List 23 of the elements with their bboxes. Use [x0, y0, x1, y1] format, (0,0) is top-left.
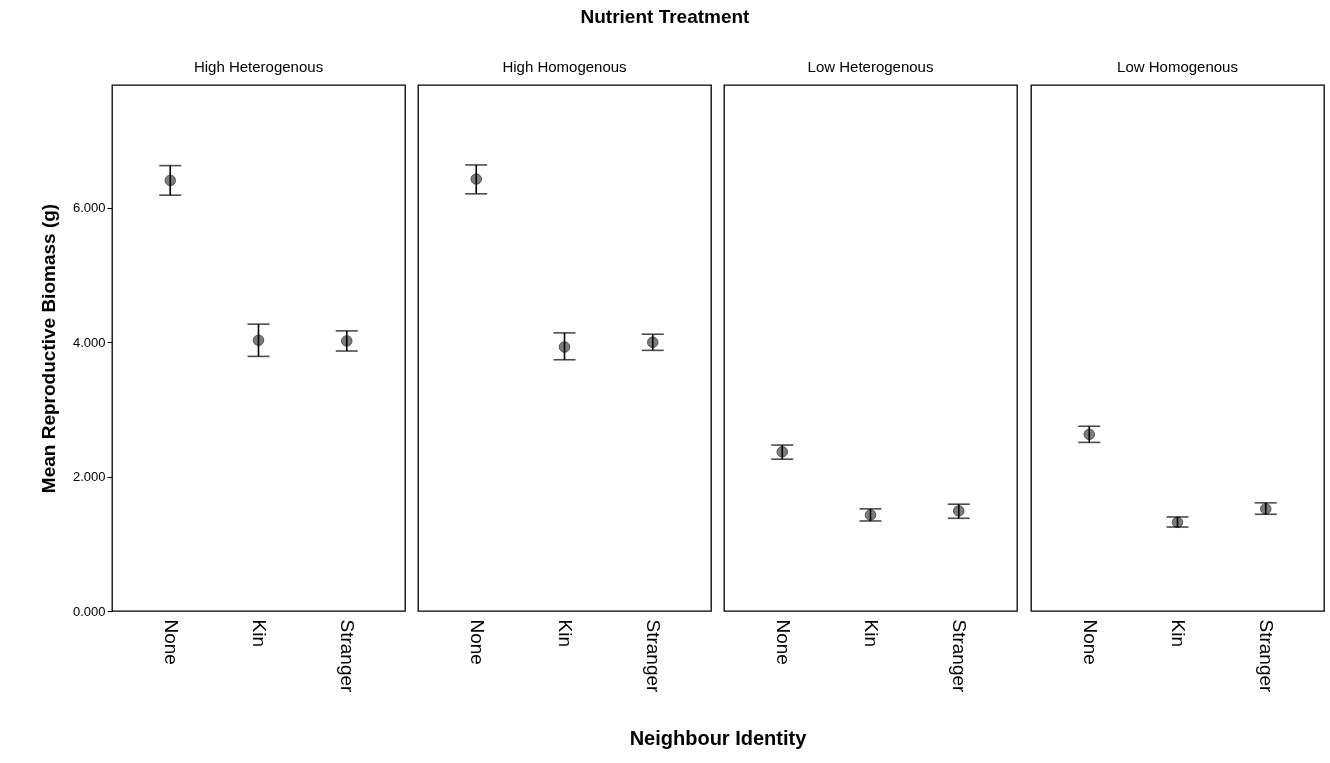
chart-title: Low Homogenous: [1117, 58, 1238, 75]
x-tick-label: Stranger: [337, 619, 359, 694]
x-tick-label: Kin: [555, 619, 576, 647]
y-tick-label: 2.000: [72, 469, 106, 485]
chart-title: High Homogenous: [502, 58, 627, 75]
y-tick-label: 0.000: [72, 603, 106, 619]
x-tick-label: Kin: [1168, 619, 1189, 647]
y-axis-title: Mean Reproductive Biomass (g): [37, 203, 59, 494]
x-tick-label: Stranger: [1256, 619, 1278, 694]
x-tick-label: None: [466, 619, 488, 665]
chart-title: Low Heterogenous: [807, 58, 934, 75]
x-tick-label: None: [1079, 619, 1101, 665]
x-tick-label: Stranger: [643, 619, 665, 694]
x-tick-label: Kin: [861, 619, 882, 647]
y-tick-label: 6.000: [72, 200, 106, 216]
y-tick-label: 4.000: [72, 334, 106, 350]
text: Nutrient Treatment: [579, 6, 751, 28]
x-tick-label: Stranger: [949, 619, 971, 694]
text: Neighbour Identity: [628, 727, 808, 750]
x-tick-label: None: [772, 619, 794, 665]
x-tick-label: None: [160, 619, 182, 665]
chart-title: High Heterogenous: [193, 58, 324, 75]
x-tick-label: Kin: [249, 619, 270, 647]
